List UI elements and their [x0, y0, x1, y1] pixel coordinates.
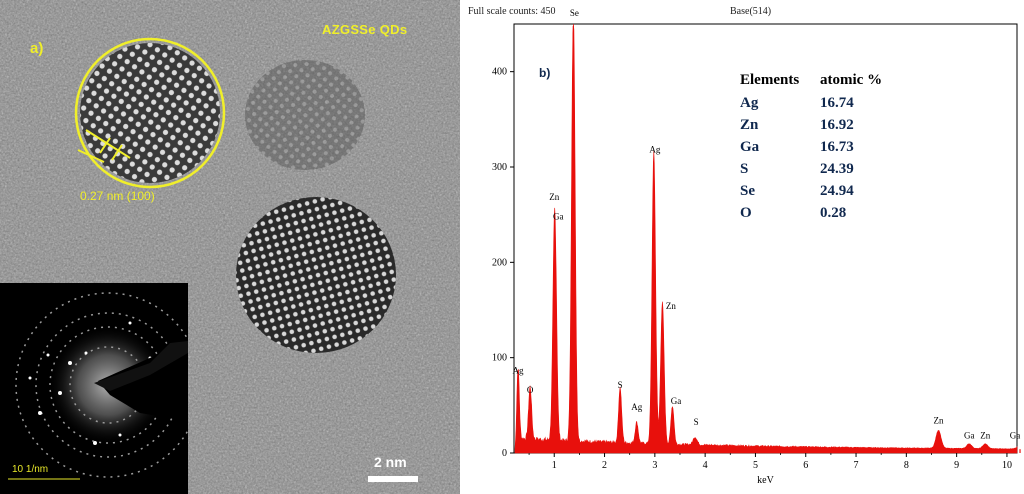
x-tick-label: 2 [602, 460, 607, 471]
table-row: Se 24.94 [740, 180, 882, 202]
saed-diffraction-rings [0, 283, 188, 494]
peak-annotation: Zn [980, 431, 990, 441]
lattice-spacing-marker [77, 129, 131, 163]
x-tick-label: 7 [854, 460, 859, 471]
element-value: 16.74 [820, 94, 854, 111]
tem-micrograph [0, 0, 460, 494]
element-value: 16.92 [820, 116, 854, 133]
lattice-spacing-label: 0.27 nm (100) [80, 189, 155, 203]
element-name: Se [740, 182, 755, 199]
peak-annotation: Se [570, 8, 579, 18]
element-name: S [740, 160, 749, 177]
x-tick-label: 6 [803, 460, 808, 471]
table-row: Zn 16.92 [740, 114, 882, 136]
peak-annotation: O [527, 385, 534, 395]
scale-bar [368, 476, 418, 482]
peak-annotation: Ag [631, 402, 642, 412]
peak-annotation: Zn [549, 192, 559, 202]
peak-annotation: S [618, 380, 623, 390]
x-tick-label: 3 [652, 460, 657, 471]
y-tick-label: 0 [502, 448, 507, 459]
table-row: S 24.39 [740, 158, 882, 180]
element-name: Zn [740, 116, 759, 133]
header-elements: Elements [740, 71, 800, 88]
x-tick-label: 9 [954, 460, 959, 471]
peak-annotation: Zn [934, 415, 944, 425]
panel-b-label: b) [539, 66, 551, 80]
element-name: Ga [740, 138, 760, 155]
x-tick-label: 5 [753, 460, 758, 471]
element-name: Ag [740, 94, 759, 111]
spectrum-area [514, 23, 1018, 454]
x-tick-label: 8 [904, 460, 909, 471]
x-tick-label: 10 [1002, 460, 1012, 471]
element-name: O [740, 204, 752, 221]
y-tick-label: 300 [492, 162, 507, 173]
element-value: 24.94 [820, 182, 854, 199]
y-tick-label: 100 [492, 353, 507, 364]
header-atomic-percent: atomic % [820, 71, 883, 88]
element-value: 0.28 [820, 204, 847, 221]
tem-image-panel: a) AZGSSe QDs 0.27 nm (100) 2 nm [0, 0, 460, 494]
eds-chart: 1 2 3 4 5 6 7 8 9 100100200300400keVAgOZnGaSeSAgA… [492, 8, 1021, 486]
element-value: 16.73 [820, 138, 854, 155]
peak-annotation: Ga [964, 431, 975, 441]
y-tick-label: 200 [492, 257, 507, 268]
table-row: Ga 16.73 [740, 136, 882, 158]
peak-annotation: Ga [1010, 431, 1021, 441]
full-scale-counts: Full scale counts: 450 [468, 6, 556, 17]
x-tick-label: 1 [552, 460, 557, 471]
peak-annotation: Ag [513, 366, 524, 376]
scale-bar-label: 2 nm [374, 454, 407, 470]
x-axis-label: keV [757, 475, 774, 486]
base-label: Base(514) [730, 6, 772, 17]
x-tick-label: 4 [703, 460, 708, 471]
table-row: O 0.28 [740, 202, 882, 224]
peak-annotation: Ga [671, 396, 682, 406]
element-value: 24.39 [820, 160, 854, 177]
crystal-lattice-lower [236, 197, 396, 353]
crystal-lattice-middle [245, 60, 365, 170]
crystal-lattice-upper [80, 43, 220, 183]
elements-table: Elements atomic % Ag 16.74 Zn 16.92 Ga 1… [740, 68, 882, 224]
peak-annotation: Ga [553, 211, 564, 221]
peak-annotation: S [694, 417, 699, 427]
table-header: Elements atomic % [740, 68, 882, 92]
table-row: Ag 16.74 [740, 92, 882, 114]
highlight-circle [74, 37, 226, 189]
saed-pattern-inset [0, 283, 188, 494]
y-tick-label: 400 [492, 67, 507, 78]
saed-scale-label: 10 1/nm [12, 464, 49, 475]
eds-spectrum-panel: Full scale counts: 450 Base(514) 1 2 3 4 5 6 7… [460, 0, 1024, 494]
peak-annotation: Ag [649, 145, 660, 155]
peak-annotation: Zn [666, 301, 676, 311]
panel-a-label: a) [30, 40, 44, 57]
sample-title: AZGSSe QDs [322, 22, 408, 37]
